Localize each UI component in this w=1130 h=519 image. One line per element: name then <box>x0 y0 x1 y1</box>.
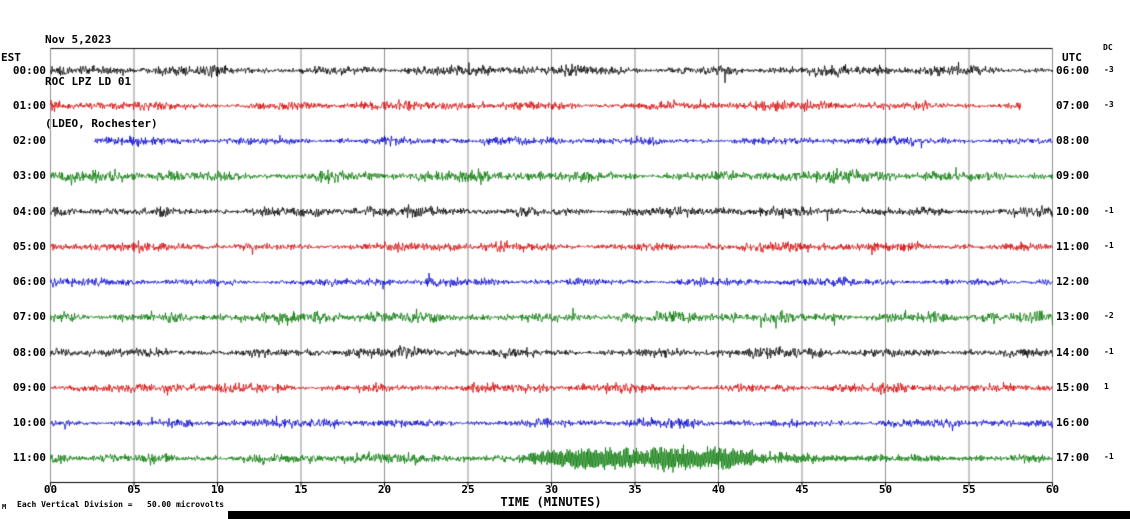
header: Nov 5,2023 ROC LPZ LD 01 (LDEO, Rocheste… <box>45 5 158 159</box>
left-axis-label: EST <box>1 51 21 64</box>
header-station: ROC LPZ LD 01 <box>45 75 132 88</box>
x-axis-title: TIME (MINUTES) <box>500 495 602 509</box>
dc-column-label: DC <box>1103 43 1113 52</box>
header-network: (LDEO, Rochester) <box>45 117 158 130</box>
scale-note: Each Vertical Division = 50.00 microvolt… <box>17 500 225 509</box>
header-date: Nov 5,2023 <box>45 33 112 46</box>
corner-mark: M <box>2 503 7 511</box>
right-axis-label: UTC <box>1062 51 1082 64</box>
bottom-bar <box>228 511 1130 519</box>
